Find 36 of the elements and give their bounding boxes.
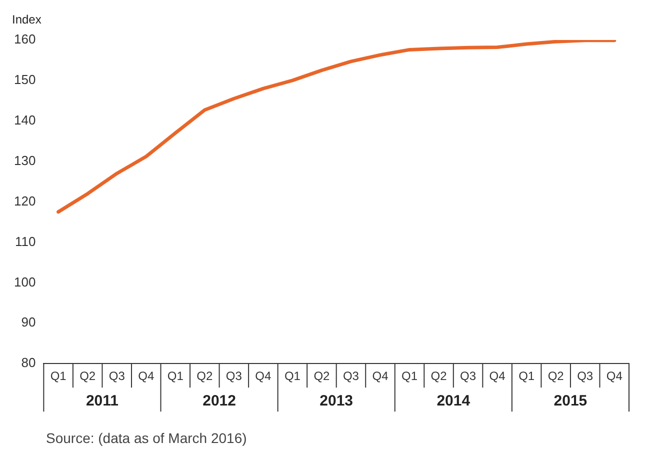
- x-tick-label: Q1: [50, 369, 67, 384]
- x-tick-label: Q4: [372, 369, 389, 384]
- y-tick-label: 100: [14, 274, 36, 290]
- x-tick-label: Q3: [460, 369, 476, 384]
- y-tick-label: 120: [14, 193, 36, 208]
- x-tick-label: Q3: [577, 369, 594, 384]
- x-tick-label: Q2: [80, 369, 96, 384]
- y-tick-label: 140: [14, 112, 36, 128]
- text: 2015: [554, 392, 588, 410]
- x-tick-label: Q1: [167, 369, 184, 384]
- y-tick-label: 80: [21, 355, 36, 370]
- x-tick-label: Q4: [255, 369, 272, 384]
- x-tick-label: Q2: [430, 369, 448, 384]
- x-tick-label: Q2: [314, 369, 330, 384]
- x-tick-label: Q3: [342, 369, 360, 384]
- x-tick-label: Q4: [489, 369, 506, 384]
- x-tick-label: Q4: [138, 369, 154, 384]
- x-tick-label: Q1: [284, 369, 301, 384]
- y-tick-label: 130: [14, 152, 36, 168]
- x-tick-label: Q1: [402, 369, 418, 384]
- text: 2011: [86, 392, 118, 410]
- y-axis-title: Index: [12, 12, 42, 26]
- y-tick-label: 90: [21, 314, 36, 330]
- text: 2014: [436, 392, 471, 410]
- x-tick-label: Q3: [108, 369, 126, 384]
- text: 2012: [202, 392, 236, 410]
- x-tick-label: Q2: [196, 369, 213, 384]
- text: 2013: [320, 392, 354, 410]
- source-note: Source: (data as of March 2016): [46, 430, 247, 446]
- y-tick-label: 110: [14, 234, 36, 249]
- x-tick-label: Q1: [518, 369, 535, 384]
- y-tick-label: 150: [14, 72, 36, 88]
- x-tick-label: Q3: [226, 369, 242, 384]
- x-tick-label: Q2: [548, 369, 564, 384]
- y-tick-label: 160: [14, 32, 36, 47]
- x-tick-label: Q4: [606, 369, 623, 384]
